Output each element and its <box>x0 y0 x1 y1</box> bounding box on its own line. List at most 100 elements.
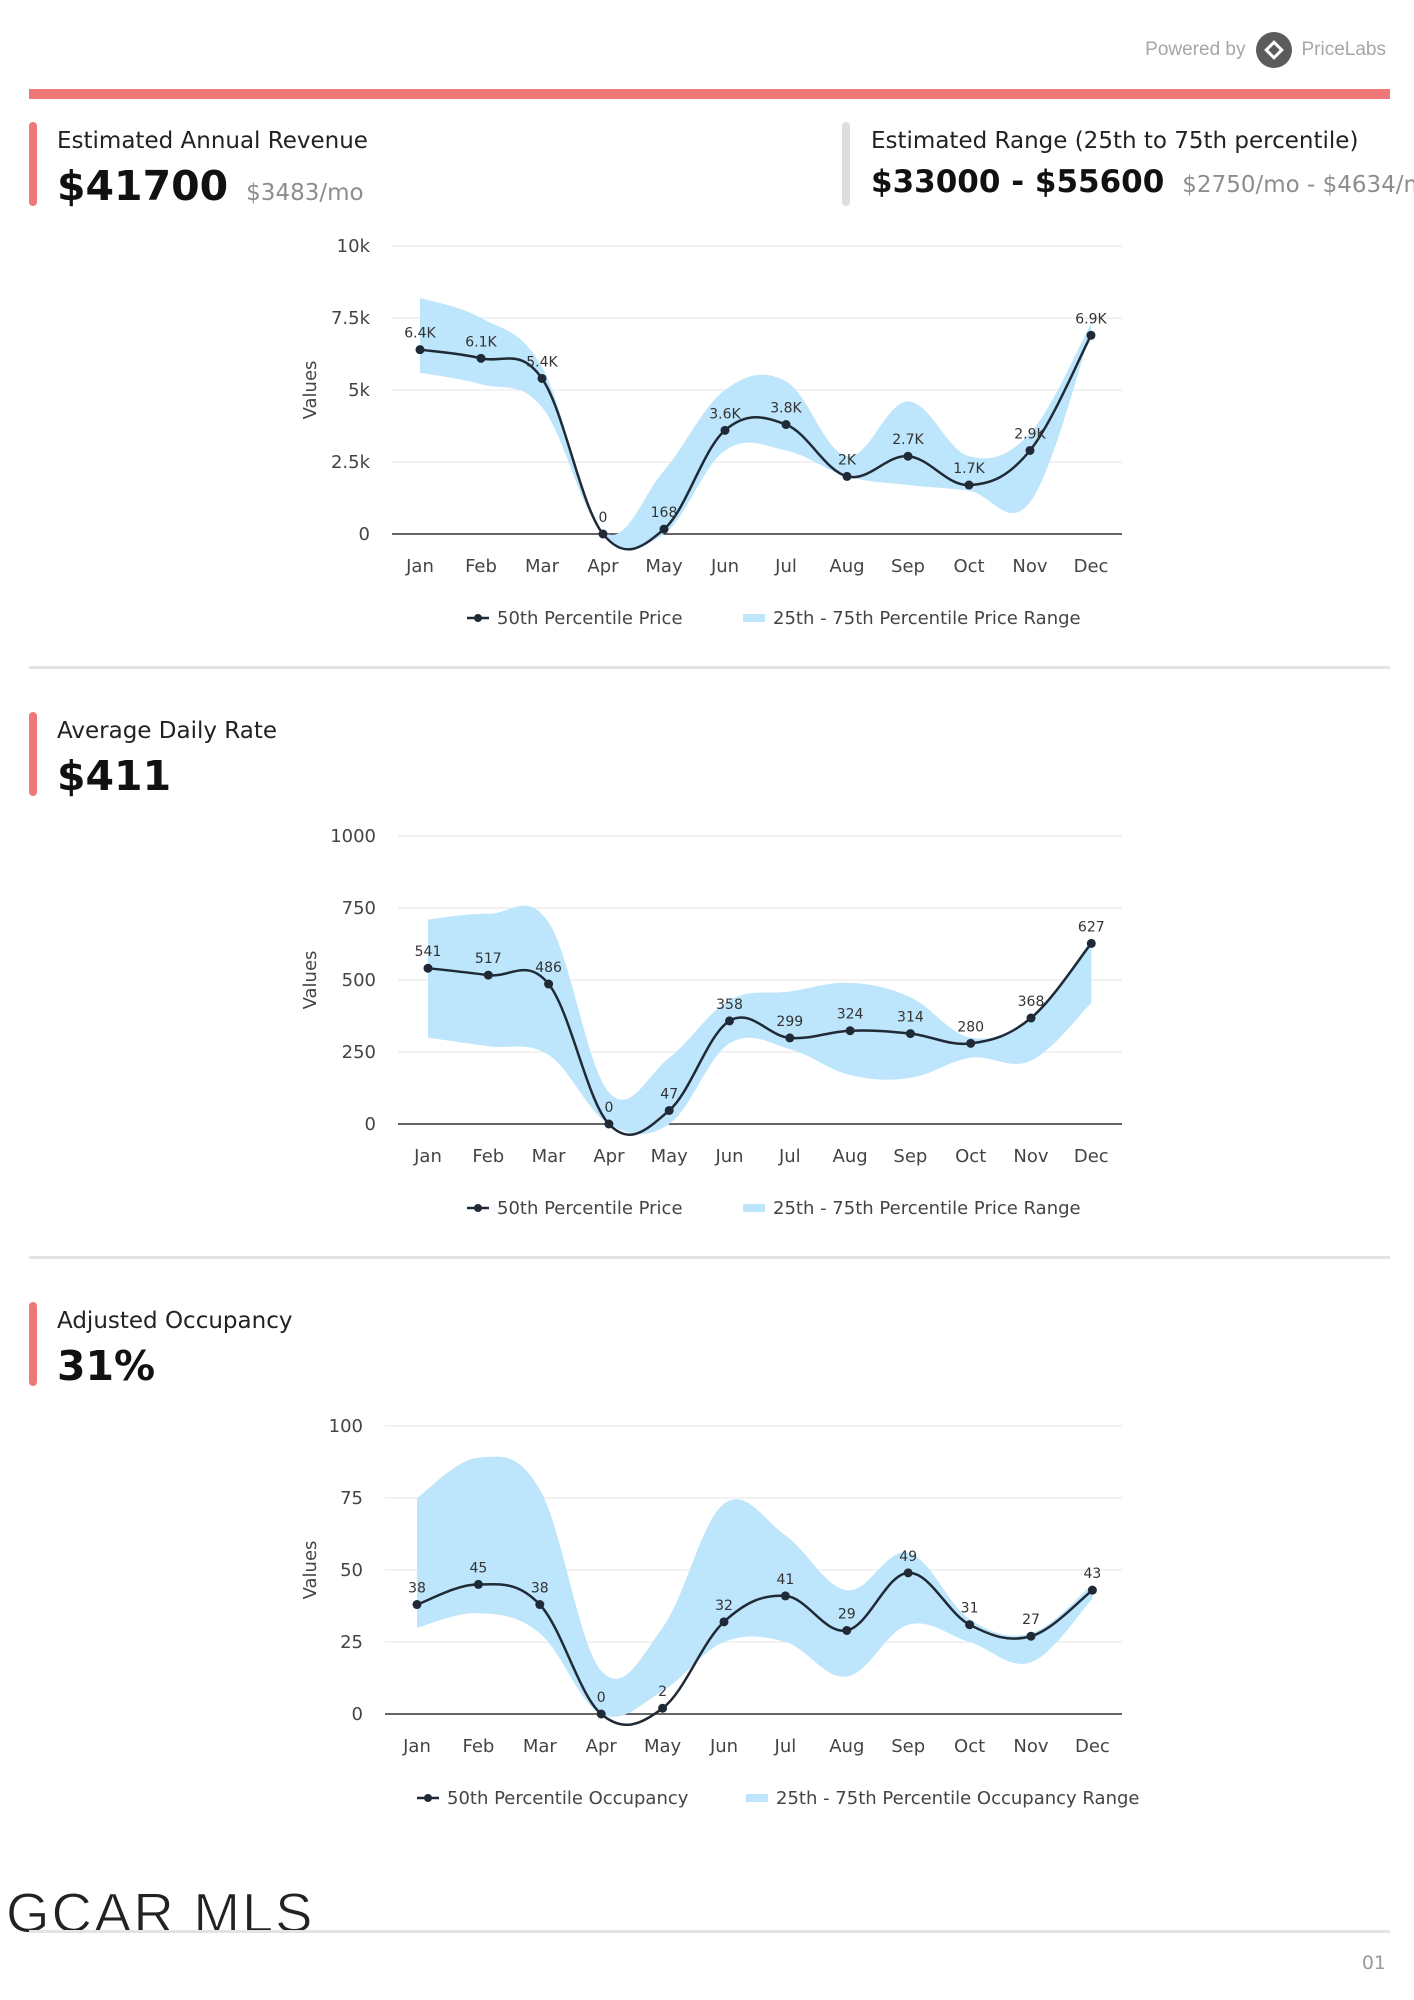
data-label: 541 <box>415 944 442 960</box>
occupancy-chart: 0 25 50 75 100 Values 38 45 38 0 2 32 41 29 49 31 27 43 Ja… <box>0 1402 1414 1822</box>
data-point <box>596 1709 606 1719</box>
x-tick-label: May <box>644 1736 682 1757</box>
accent-top-bar <box>29 89 1390 99</box>
estimated-range-amount: $33000 - $55600 <box>871 164 1165 200</box>
data-label: 27 <box>1022 1612 1040 1628</box>
percentile-range-band <box>420 297 1091 549</box>
data-label: 314 <box>897 1010 924 1026</box>
data-point <box>964 480 974 490</box>
revenue-chart: 0 2.5k 5k 7.5k 10k Values 6.4K 6.1K 5.4K 0 168 3.6K… <box>0 222 1414 642</box>
legend-point-swatch <box>474 1204 482 1212</box>
estimated-range-stat: Estimated Range (25th to 75th percentile… <box>842 122 1414 206</box>
data-point <box>905 1029 915 1039</box>
data-label: 43 <box>1083 1566 1101 1582</box>
data-point <box>476 353 486 363</box>
data-point <box>965 1620 975 1630</box>
y-tick-label: 5k <box>348 380 370 401</box>
estimated-range-label: Estimated Range (25th to 75th percentile… <box>871 128 1359 154</box>
section-divider <box>29 1256 1390 1259</box>
legend-range-label[interactable]: 25th - 75th Percentile Occupancy Range <box>776 1788 1139 1809</box>
data-label: 2.7K <box>892 432 924 448</box>
x-tick-label: Nov <box>1013 1736 1048 1757</box>
legend-point-swatch <box>424 1794 432 1802</box>
y-tick-label: 1000 <box>330 826 376 847</box>
x-tick-label: Sep <box>893 1146 927 1167</box>
x-tick-label: Dec <box>1074 1146 1109 1167</box>
x-tick-label: Apr <box>593 1146 625 1167</box>
x-tick-label: Jun <box>710 556 739 577</box>
legend-median-label[interactable]: 50th Percentile Price <box>497 608 683 629</box>
y-tick-label: 50 <box>340 1560 363 1581</box>
data-label: 29 <box>838 1606 856 1622</box>
data-point <box>785 1033 795 1043</box>
x-tick-label: Jul <box>778 1146 801 1167</box>
y-tick-label: 2.5k <box>331 452 371 473</box>
data-point <box>473 1579 483 1589</box>
powered-by: Powered by PriceLabs <box>1145 30 1386 70</box>
section-divider <box>29 666 1390 669</box>
y-tick-label: 75 <box>340 1488 363 1509</box>
annual-revenue-label: Estimated Annual Revenue <box>57 128 368 154</box>
data-label: 368 <box>1018 994 1045 1010</box>
data-label: 517 <box>475 951 502 967</box>
estimated-range-monthly: $2750/mo - $4634/mo <box>1182 172 1414 198</box>
x-tick-label: Dec <box>1075 1736 1110 1757</box>
y-tick-label: 750 <box>342 898 376 919</box>
annual-revenue-value: $41700 $3483/mo <box>57 162 364 210</box>
data-label: 486 <box>535 960 562 976</box>
x-tick-label: Aug <box>829 1736 864 1757</box>
x-tick-label: Jan <box>405 556 434 577</box>
x-tick-label: Jun <box>714 1146 743 1167</box>
data-point <box>598 529 608 539</box>
data-label: 0 <box>604 1100 613 1116</box>
y-tick-label: 25 <box>340 1632 363 1653</box>
pricelabs-brand: PriceLabs <box>1301 39 1387 60</box>
data-point <box>780 1591 790 1601</box>
data-label: 3.6K <box>709 406 741 422</box>
data-label: 358 <box>716 997 743 1013</box>
y-axis-title: Values <box>300 1541 321 1600</box>
data-label: 31 <box>961 1601 979 1617</box>
data-point <box>1086 330 1096 340</box>
x-tick-label: Jul <box>774 1736 797 1757</box>
estimated-range-value: $33000 - $55600 $2750/mo - $4634/mo <box>871 164 1414 200</box>
data-label: 0 <box>599 510 608 526</box>
data-point <box>1026 1631 1036 1641</box>
annual-revenue-monthly: $3483/mo <box>246 180 364 206</box>
legend-range-label[interactable]: 25th - 75th Percentile Price Range <box>773 1198 1081 1219</box>
adr-value: $411 <box>57 752 172 800</box>
legend-median-label[interactable]: 50th Percentile Occupancy <box>447 1788 689 1809</box>
y-axis-title: Values <box>300 361 321 420</box>
data-label: 47 <box>660 1086 678 1102</box>
y-tick-label: 10k <box>337 236 371 257</box>
y-tick-label: 0 <box>365 1114 376 1135</box>
occupancy-chart-svg: 0 25 50 75 100 Values 38 45 38 0 2 32 41 29 49 31 27 43 Ja… <box>300 1416 1139 1809</box>
x-tick-label: Oct <box>953 556 984 577</box>
data-point <box>845 1026 855 1036</box>
data-point <box>903 1568 913 1578</box>
x-tick-label: May <box>645 556 683 577</box>
data-label: 6.9K <box>1075 311 1107 327</box>
x-tick-label: Feb <box>472 1146 504 1167</box>
percentile-range-band <box>417 1456 1093 1717</box>
data-label: 324 <box>837 1007 864 1023</box>
data-point <box>725 1016 734 1026</box>
y-tick-label: 7.5k <box>331 308 371 329</box>
adr-chart: 0 250 500 750 1000 Values 541 517 486 0 47 358 299 32… <box>0 812 1414 1232</box>
data-point <box>423 963 433 973</box>
data-label: 45 <box>469 1560 487 1576</box>
annual-revenue-stat: Estimated Annual Revenue $41700 $3483/mo <box>29 122 629 210</box>
legend-median-label[interactable]: 50th Percentile Price <box>497 1198 683 1219</box>
data-point <box>1087 1585 1097 1595</box>
x-tick-label: Sep <box>891 1736 925 1757</box>
data-point <box>720 425 730 435</box>
data-label: 38 <box>408 1581 426 1597</box>
data-point <box>537 373 547 383</box>
legend-range-label[interactable]: 25th - 75th Percentile Price Range <box>773 608 1081 629</box>
data-label: 1.7K <box>953 461 985 477</box>
data-point <box>544 979 554 989</box>
x-tick-label: Mar <box>523 1736 558 1757</box>
data-point <box>535 1600 545 1610</box>
data-point <box>1086 938 1096 948</box>
occupancy-label: Adjusted Occupancy <box>57 1308 293 1334</box>
